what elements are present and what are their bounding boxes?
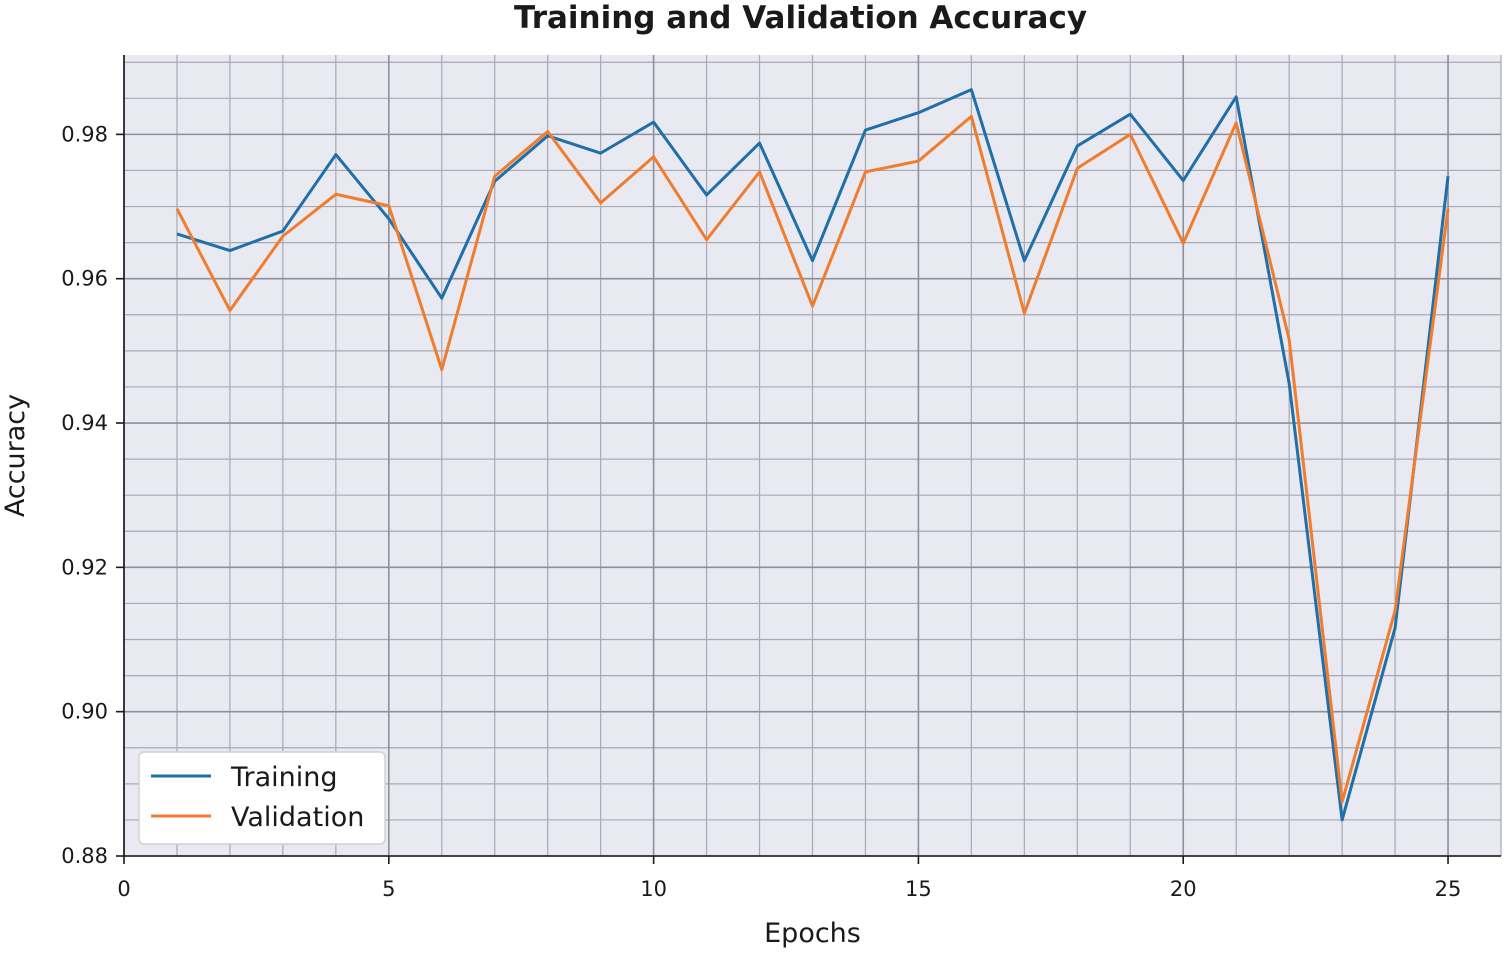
legend-label-training: Training	[230, 762, 338, 793]
y-tick-label: 0.96	[61, 267, 108, 291]
x-tick-label: 0	[117, 877, 130, 901]
y-tick-label: 0.94	[61, 411, 108, 435]
series-line-training	[176, 88, 1450, 822]
legend-label-validation: Validation	[231, 802, 364, 833]
x-axis-label: Epochs	[764, 918, 861, 949]
y-tick-label: 0.92	[61, 555, 108, 579]
x-tick-label: 5	[382, 877, 395, 901]
x-axis-ticks: 0 5 10 15 20 25	[117, 856, 1461, 901]
axes	[123, 55, 1501, 857]
y-tick-label: 0.90	[61, 700, 108, 724]
x-tick-label: 10	[640, 877, 667, 901]
x-tick-label: 15	[905, 877, 932, 901]
y-axis-ticks: 0.88 0.90 0.92 0.94 0.96 0.98	[61, 122, 124, 868]
x-tick-label: 25	[1435, 877, 1462, 901]
minor-grid	[124, 55, 1502, 856]
series-lines	[175, 88, 1450, 822]
chart-title: Training and Validation Accuracy	[514, 0, 1087, 36]
legend: Training Validation	[138, 751, 386, 845]
series-line-validation	[175, 114, 1450, 804]
y-tick-label: 0.98	[61, 122, 108, 146]
x-tick-label: 20	[1170, 877, 1197, 901]
y-tick-label: 0.88	[61, 844, 108, 868]
y-axis-label: Accuracy	[0, 394, 31, 517]
